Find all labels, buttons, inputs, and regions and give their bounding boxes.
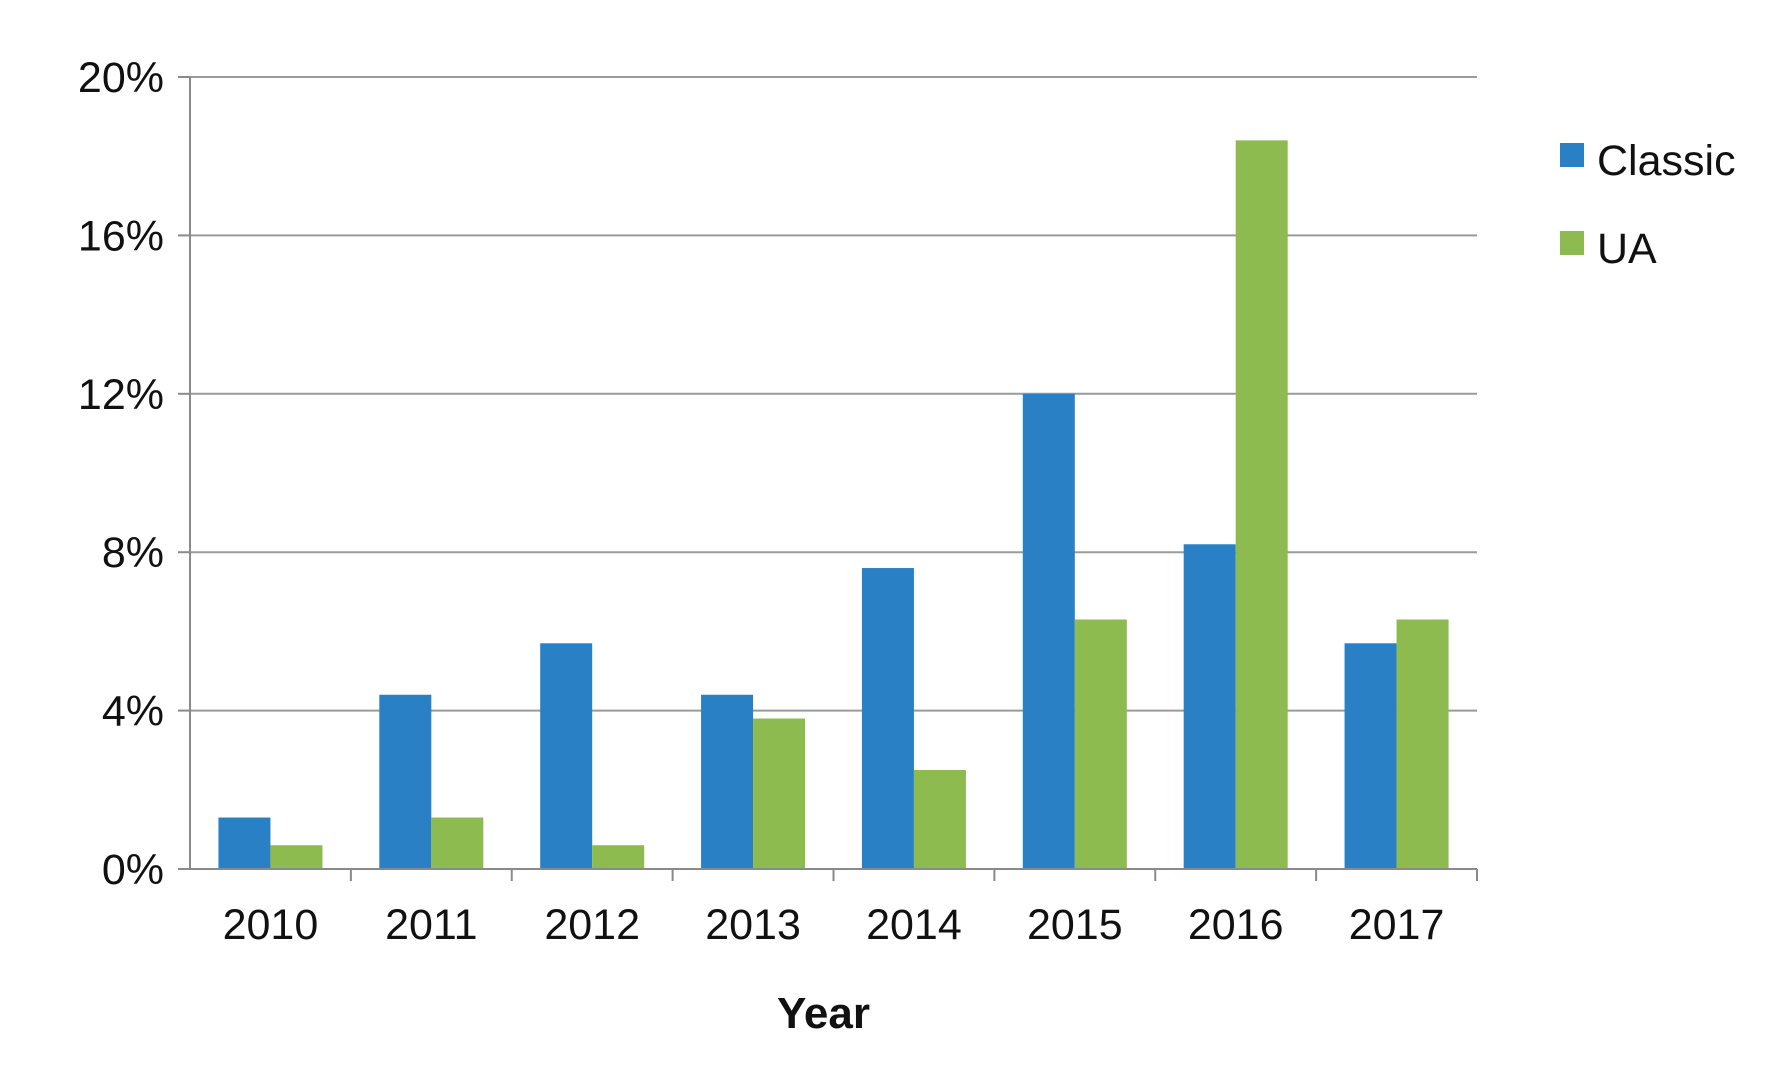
bars [218, 140, 1449, 870]
bar-ua-2016 [1235, 140, 1288, 870]
x-tick-labels: 2010 2011 2012 2013 2014 2015 2016 2017 [223, 901, 1445, 949]
bar-classic-2010 [218, 817, 271, 869]
x-tick-label: 2011 [385, 901, 477, 949]
y-tick-labels: 0% 4% 8% 12% 16% 20% [78, 54, 164, 894]
bar-ua-2017 [1396, 619, 1449, 869]
bar-classic-2013 [701, 694, 754, 869]
x-tick-label: 2015 [1027, 901, 1123, 949]
y-tick-label: 8% [102, 529, 164, 577]
legend-swatch-ua [1560, 231, 1584, 255]
x-tick-label: 2013 [705, 901, 801, 949]
bar-ua-2013 [753, 718, 806, 869]
x-axis-title: Year [777, 989, 870, 1038]
bar-ua-2014 [913, 770, 966, 869]
axes [178, 76, 1478, 881]
bar-classic-2011 [379, 694, 432, 869]
bar-ua-2011 [431, 817, 484, 869]
bar-classic-2017 [1344, 643, 1397, 869]
y-tick-label: 20% [78, 54, 164, 102]
x-tick-label: 2017 [1349, 901, 1445, 949]
bar-ua-2015 [1074, 619, 1127, 869]
legend: Classic UA [1560, 137, 1736, 273]
y-tick-label: 16% [78, 212, 164, 260]
x-tick-label: 2010 [223, 901, 319, 949]
x-tick-label: 2012 [544, 901, 640, 949]
bar-classic-2012 [540, 643, 593, 869]
bar-classic-2014 [861, 568, 914, 869]
y-tick-label: 0% [102, 846, 164, 894]
y-tick-label: 4% [102, 688, 164, 736]
x-tick-label: 2016 [1188, 901, 1284, 949]
bar-ua-2012 [592, 845, 645, 869]
legend-label-ua: UA [1597, 225, 1657, 273]
x-tick-label: 2014 [866, 901, 962, 949]
bar-classic-2015 [1022, 393, 1075, 869]
y-tick-label: 12% [78, 371, 164, 419]
legend-label-classic: Classic [1597, 137, 1736, 185]
bar-ua-2010 [270, 845, 323, 869]
bar-classic-2016 [1183, 544, 1236, 869]
legend-swatch-classic [1560, 143, 1584, 167]
